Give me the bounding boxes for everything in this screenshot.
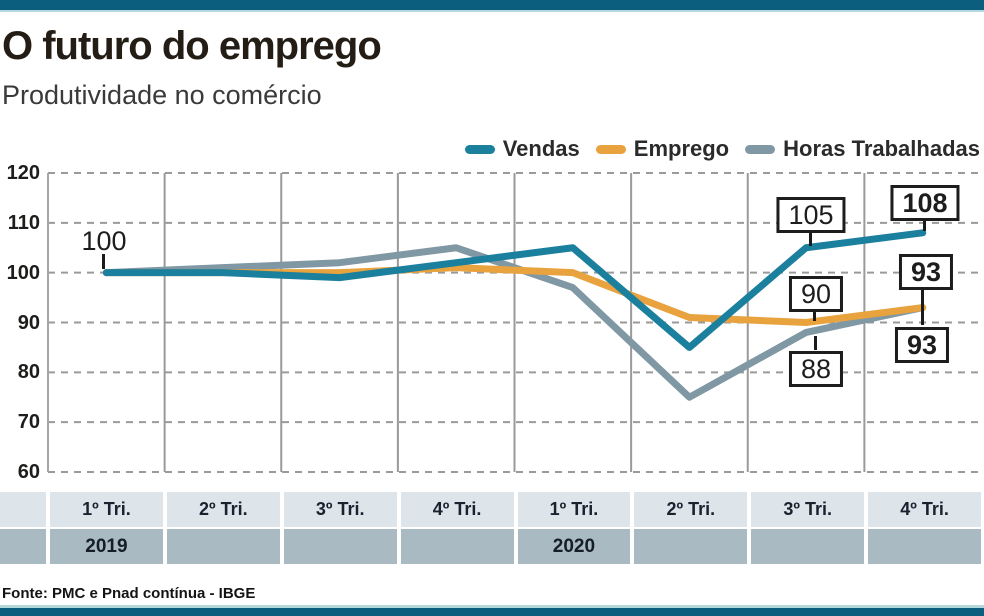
y-tick-label: 70	[17, 411, 40, 433]
y-tick-label: 80	[17, 361, 40, 383]
bottom-accent-bar-light-edge	[0, 605, 984, 608]
y-tick-label: 120	[6, 162, 40, 184]
annotation-tick	[814, 336, 817, 350]
page-title: O futuro do emprego	[2, 24, 382, 68]
annotation-93-horas: 93	[894, 327, 950, 363]
x-axis-year-cell	[400, 529, 514, 564]
x-axis-margin-cell	[0, 492, 46, 527]
annotation-tick	[102, 254, 105, 269]
x-axis-quarter: 1º Tri.	[50, 492, 163, 527]
y-tick-label: 110	[7, 212, 40, 234]
legend-item-emprego: Emprego	[595, 136, 730, 162]
x-axis-year-cell	[868, 529, 981, 564]
annotation-tick	[923, 221, 926, 231]
x-axis-year-cell	[634, 529, 748, 564]
legend-label: Vendas	[502, 136, 580, 161]
legend: Vendas Emprego Horas Trabalhadas	[464, 136, 980, 162]
x-axis-year-cell	[751, 529, 865, 564]
x-axis-year-cell	[166, 529, 280, 564]
y-tick-label: 60	[17, 461, 40, 483]
y-tick-label: 100	[6, 262, 40, 284]
x-axis-table: 1º Tri. 2º Tri. 3º Tri. 4º Tri. 1º Tri. …	[0, 492, 981, 564]
source-credit: Fonte: PMC e Pnad contínua - IBGE	[2, 585, 256, 602]
annotation-105-vendas: 105	[776, 197, 846, 233]
x-axis-quarter: 3º Tri.	[751, 492, 865, 527]
x-axis-year-2019: 2019	[50, 529, 163, 564]
y-tick-label: 90	[17, 312, 40, 334]
x-axis-quarter: 3º Tri.	[283, 492, 397, 527]
bottom-accent-bar	[0, 608, 984, 616]
x-axis-quarter: 2º Tri.	[166, 492, 280, 527]
x-axis-quarter: 2º Tri.	[634, 492, 748, 527]
annotation-108-vendas: 108	[890, 185, 960, 221]
top-accent-bar-light-edge	[0, 10, 984, 12]
annotation-tick	[921, 290, 924, 325]
legend-item-vendas: Vendas	[464, 136, 580, 162]
page-subtitle: Produtividade no comércio	[2, 80, 322, 110]
x-axis-quarter: 4º Tri.	[868, 492, 981, 527]
annotation-tick	[809, 233, 812, 246]
x-axis-quarter: 4º Tri.	[400, 492, 514, 527]
emprego-swatch-icon	[595, 144, 626, 154]
vendas-swatch-icon	[464, 144, 495, 154]
annotation-tick	[813, 311, 816, 321]
legend-label: Horas Trabalhadas	[783, 136, 980, 161]
horas-swatch-icon	[745, 144, 776, 154]
annotation-90-emprego: 90	[788, 276, 844, 312]
legend-item-horas: Horas Trabalhadas	[745, 136, 980, 162]
annotation-88-horas: 88	[788, 351, 844, 387]
top-accent-bar	[0, 0, 984, 10]
x-axis-year-cell	[283, 529, 397, 564]
legend-label: Emprego	[633, 136, 730, 161]
annotation-93-emprego: 93	[898, 254, 954, 290]
x-axis-quarter: 1º Tri.	[517, 492, 631, 527]
x-axis-margin-cell	[0, 529, 46, 564]
annotation-100-vendas-start: 100	[72, 226, 136, 256]
x-axis-year-2020: 2020	[517, 529, 631, 564]
series-line-vendas	[102, 229, 927, 351]
